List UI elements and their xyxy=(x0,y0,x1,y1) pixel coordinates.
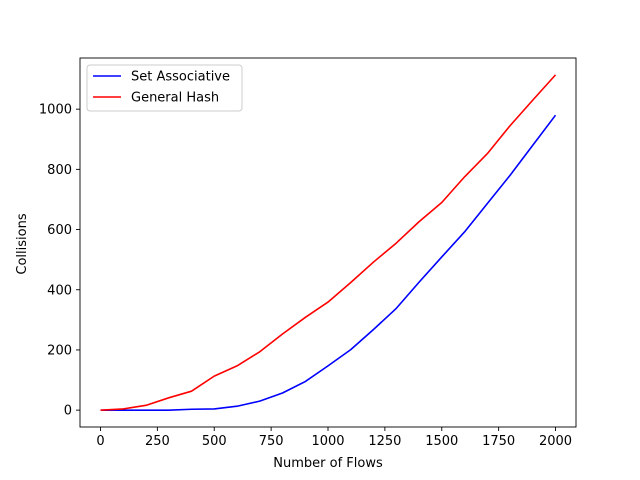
x-tick-label: 750 xyxy=(259,434,284,449)
y-tick-label: 400 xyxy=(47,283,72,298)
x-axis-label: Number of Flows xyxy=(273,456,383,471)
x-tick-label: 1000 xyxy=(311,434,344,449)
x-tick-label: 500 xyxy=(202,434,227,449)
y-tick-label: 1000 xyxy=(39,103,72,118)
series-line-general-hash xyxy=(100,74,557,411)
y-tick-label: 200 xyxy=(47,343,72,358)
legend-label: General Hash xyxy=(131,91,219,106)
x-tick-label: 250 xyxy=(145,434,170,449)
x-tick-label: 1750 xyxy=(482,434,515,449)
x-tick-label: 1250 xyxy=(368,434,401,449)
x-tick-label: 0 xyxy=(96,434,104,449)
legend-label: Set Associative xyxy=(131,70,230,85)
series-line-set-associative xyxy=(100,114,557,411)
y-tick-label: 800 xyxy=(47,163,72,178)
y-tick-label: 0 xyxy=(64,404,72,419)
legend-box xyxy=(86,64,243,112)
series-layer xyxy=(100,74,557,411)
y-tick-label: 600 xyxy=(47,223,72,238)
x-tick-label: 2000 xyxy=(539,434,572,449)
axes-layer: 0 250 500 750 1000 1250 1500 1750 2000 0 200 400 600… xyxy=(39,57,577,449)
x-tick-label: 1500 xyxy=(425,434,458,449)
y-axis-label: Collisions xyxy=(15,213,30,274)
legend: Set Associative General Hash xyxy=(86,64,243,112)
